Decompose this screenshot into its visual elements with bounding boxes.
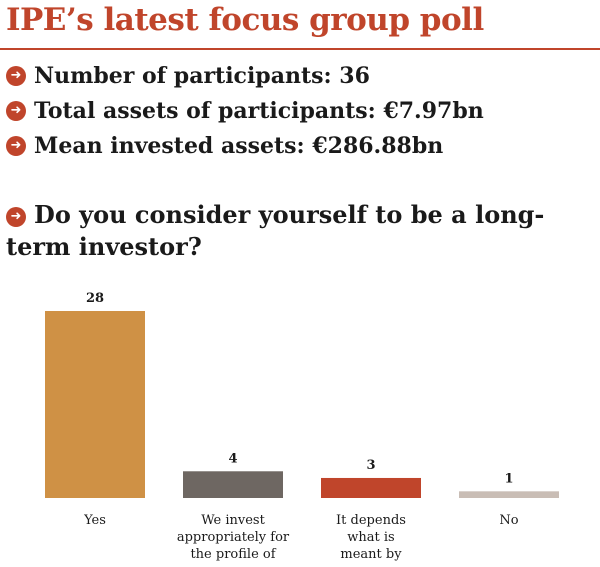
value-label-we-invest: 4 [228, 451, 237, 466]
category-label-it-depends: meant by [340, 547, 402, 562]
bar-we-invest [183, 471, 283, 498]
arrow-circle-icon: ➜ [6, 66, 26, 86]
stat-total-assets-text: Total assets of participants: €7.97bn [34, 98, 484, 124]
value-label-no: 1 [504, 471, 513, 486]
category-label-we-invest: We invest [201, 513, 265, 528]
title-divider [0, 48, 600, 50]
stat-participants-text: Number of participants: 36 [34, 63, 370, 89]
value-label-it-depends: 3 [366, 458, 375, 473]
stat-participants: ➜ Number of participants: 36 [6, 63, 370, 89]
category-label-it-depends: It depends [336, 513, 406, 528]
category-label-yes: Yes [83, 513, 106, 528]
bar-yes [45, 311, 145, 498]
question-heading: ➜ Do you consider yourself to be a long-t… [6, 199, 598, 263]
bar-no [459, 491, 559, 498]
category-label-it-depends: what is [347, 530, 394, 545]
value-label-yes: 28 [86, 291, 104, 306]
stat-total-assets: ➜ Total assets of participants: €7.97bn [6, 98, 484, 124]
arrow-circle-icon: ➜ [6, 101, 26, 121]
arrow-circle-icon: ➜ [6, 136, 26, 156]
category-label-we-invest: the profile of [190, 547, 276, 562]
stat-mean-assets: ➜ Mean invested assets: €286.88bn [6, 133, 443, 159]
page-title: IPE’s latest focus group poll [6, 2, 484, 38]
bar-it-depends [321, 477, 421, 498]
stat-mean-assets-text: Mean invested assets: €286.88bn [34, 133, 444, 159]
question-text: Do you consider yourself to be a long-te… [6, 200, 545, 261]
category-label-no: No [499, 513, 518, 528]
category-label-we-invest: appropriately for [177, 530, 290, 545]
arrow-circle-icon: ➜ [6, 207, 26, 227]
